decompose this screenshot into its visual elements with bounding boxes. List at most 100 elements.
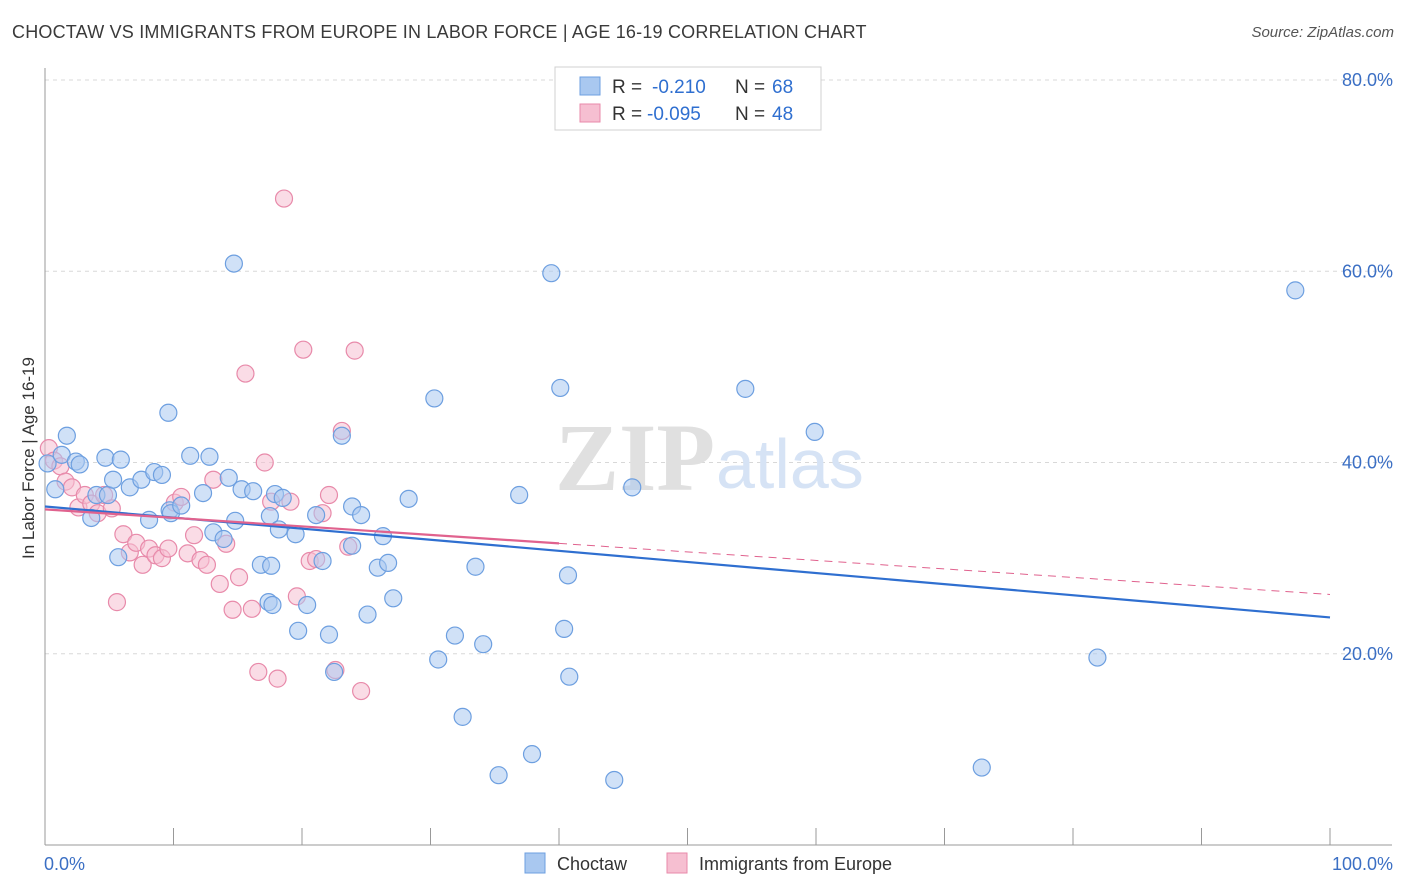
data-point-immigrants [114,525,133,544]
data-point-choctaw [453,707,472,726]
data-point-immigrants [319,485,339,505]
data-point-immigrants [210,574,229,594]
data-point-choctaw [510,485,529,505]
source-label: Source: ZipAtlas.com [1251,24,1394,41]
data-point-choctaw [262,556,281,575]
data-point-immigrants [159,539,178,558]
data-point-choctaw [273,488,292,507]
trend-line-extension-immigrants [558,542,1331,595]
data-point-choctaw [332,426,351,445]
data-point-immigrants [229,568,249,587]
data-point-choctaw [1088,648,1107,667]
data-point-choctaw [560,667,579,686]
data-point-choctaw [623,478,642,497]
data-point-choctaw [399,489,418,508]
data-point-choctaw [425,389,444,408]
trend-line-choctaw [44,505,1331,619]
data-point-choctaw [466,557,485,576]
legend-n-value-2: 48 [772,104,793,125]
trend-line-immigrants [44,508,560,545]
data-point-choctaw [558,566,578,585]
data-point-choctaw [343,536,362,555]
data-point-choctaw [805,422,824,441]
x-ticks [173,828,1331,845]
data-point-choctaw [263,595,282,615]
data-point-immigrants [249,662,268,682]
data-point-choctaw [98,485,118,505]
y-tick-label: 20.0% [1342,644,1393,664]
data-point-choctaw [159,403,178,422]
data-point-choctaw [109,548,128,567]
y-tick-label: 40.0% [1342,453,1393,473]
chart-title: CHOCTAW VS IMMIGRANTS FROM EUROPE IN LAB… [12,22,867,42]
data-point-choctaw [244,482,263,501]
data-point-choctaw [219,468,238,487]
data-point-choctaw [489,766,508,785]
data-point-immigrants [184,526,204,545]
data-point-choctaw [551,378,570,398]
y-tick-labels: 20.0% 40.0% 60.0% 80.0% [1342,70,1393,664]
data-point-choctaw [70,455,89,474]
data-point-choctaw [200,447,219,466]
data-point-choctaw [214,529,233,549]
legend-swatch-immigrants [579,103,601,123]
data-point-choctaw [542,264,561,283]
data-point-immigrants [223,600,242,619]
data-point-choctaw [1286,281,1305,300]
data-point-immigrants [274,189,294,208]
data-point-immigrants [197,555,217,574]
data-point-choctaw [104,470,123,489]
legend-n-label-1: N = [735,77,765,98]
data-point-choctaw [736,379,755,398]
data-point-choctaw [429,650,448,669]
data-point-choctaw [111,450,130,469]
trend-lines [44,505,1331,619]
data-point-choctaw [57,426,76,445]
data-point-choctaw [319,625,339,644]
data-point-choctaw [181,446,200,465]
data-point-choctaw [193,484,213,503]
data-point-choctaw [172,496,191,515]
data-point-choctaw [522,745,542,764]
x-tick-label-max: 100.0% [1332,854,1393,874]
legend-swatch-choctaw [579,76,601,96]
data-point-choctaw [358,605,377,624]
y-tick-label: 80.0% [1342,70,1393,90]
series-choctaw-points [38,254,1305,790]
data-point-immigrants [107,593,127,612]
data-point-immigrants [255,453,274,472]
data-point-immigrants [236,364,255,383]
legend-r-label-2: R = [612,104,642,125]
data-point-choctaw [289,621,308,640]
data-point-choctaw [46,480,65,499]
data-point-immigrants [133,555,152,574]
data-point-choctaw [96,448,115,467]
data-point-choctaw [152,465,172,485]
data-point-choctaw [298,595,317,615]
x-tick-label-min: 0.0% [44,854,85,874]
legend-n-value-1: 68 [772,77,793,98]
bottom-legend: Choctaw Immigrants from Europe [524,852,892,874]
data-point-choctaw [38,454,57,473]
bottom-legend-swatch-choctaw [524,852,546,874]
data-point-choctaw [555,619,574,638]
data-point-immigrants [352,681,371,701]
data-point-choctaw [384,589,403,608]
bottom-legend-swatch-immigrants [666,852,688,874]
bottom-legend-choctaw: Choctaw [557,854,628,874]
data-point-choctaw [352,505,371,525]
data-point-immigrants [294,340,313,359]
data-point-immigrants [268,669,287,688]
legend-r-value-1: -0.210 [652,77,706,98]
series-immigrants-points [39,189,371,701]
data-point-immigrants [242,599,261,618]
legend: R = -0.210 N = 68 R = -0.095 N = 48 [554,66,822,131]
y-axis-title: In Labor Force | Age 16-19 [19,357,38,559]
data-point-choctaw [313,551,332,571]
data-point-choctaw [605,770,624,790]
y-tick-label: 60.0% [1342,261,1393,281]
data-point-choctaw [378,553,398,573]
watermark-atlas: atlas [716,425,864,503]
data-point-choctaw [972,758,991,777]
